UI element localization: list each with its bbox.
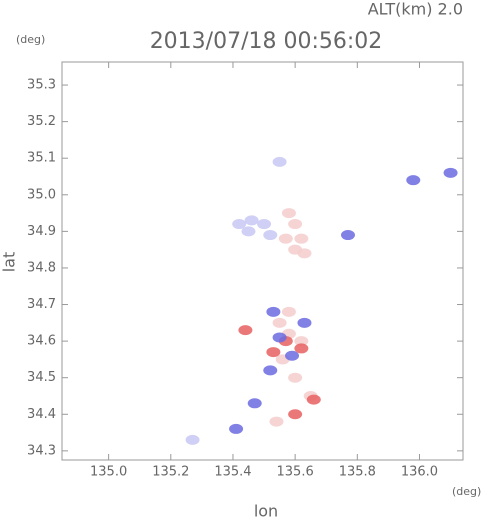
echo-point — [266, 306, 281, 317]
echo-point — [294, 336, 309, 347]
echo-point — [257, 219, 272, 230]
echo-point — [272, 156, 287, 167]
echo-point — [297, 248, 312, 259]
altitude-label: ALT(km) 2.0 — [368, 0, 463, 19]
echo-point — [185, 434, 200, 445]
echo-point — [443, 167, 458, 178]
echo-point — [263, 230, 278, 241]
echo-point — [238, 325, 253, 336]
x-tick-label: 135.4 — [214, 465, 251, 480]
chart-title: 2013/07/18 00:56:02 — [150, 29, 383, 54]
echo-point — [281, 208, 296, 219]
echo-point — [288, 219, 303, 230]
y-tick-label: 34.4 — [27, 407, 56, 422]
echo-point — [281, 306, 296, 317]
x-tick-label: 135.8 — [339, 465, 376, 480]
x-tick-label: 135.2 — [152, 465, 189, 480]
y-tick-label: 35.2 — [27, 114, 56, 129]
echo-point — [294, 343, 309, 354]
y-tick-label: 34.3 — [27, 443, 56, 458]
echo-point — [294, 233, 309, 244]
y-tick-label: 35.0 — [27, 187, 56, 202]
y-tick-label: 34.9 — [27, 224, 56, 239]
y-tick-label: 35.3 — [27, 78, 56, 93]
echo-point — [306, 394, 321, 405]
y-unit: (deg) — [16, 33, 45, 46]
echo-point — [340, 230, 355, 241]
x-tick-label: 136.0 — [401, 465, 438, 480]
y-axis-label: lat — [0, 252, 19, 273]
echo-point — [297, 317, 312, 328]
echo-point — [232, 219, 247, 230]
echo-point — [272, 317, 287, 328]
echo-point — [406, 175, 421, 186]
echo-point — [229, 423, 244, 434]
echo-point — [244, 215, 259, 226]
x-unit: (deg) — [452, 485, 481, 498]
echo-point — [266, 347, 281, 358]
echo-point — [247, 398, 262, 409]
y-tick-label: 35.1 — [27, 151, 56, 166]
echo-point — [288, 372, 303, 383]
x-tick-label: 135.0 — [90, 465, 127, 480]
y-tick-label: 34.8 — [27, 260, 56, 275]
y-tick-label: 34.7 — [27, 297, 56, 312]
y-tick-label: 34.6 — [27, 334, 56, 349]
echo-point — [285, 350, 300, 361]
y-tick-label: 34.5 — [27, 370, 56, 385]
echo-point — [269, 416, 284, 427]
echo-point — [263, 365, 278, 376]
echo-point — [278, 233, 293, 244]
echo-point — [241, 226, 256, 237]
echo-point — [272, 332, 287, 343]
x-axis-label: lon — [254, 502, 278, 521]
plot-frame — [61, 61, 464, 461]
echo-point — [288, 409, 303, 420]
x-tick-label: 135.6 — [277, 465, 314, 480]
